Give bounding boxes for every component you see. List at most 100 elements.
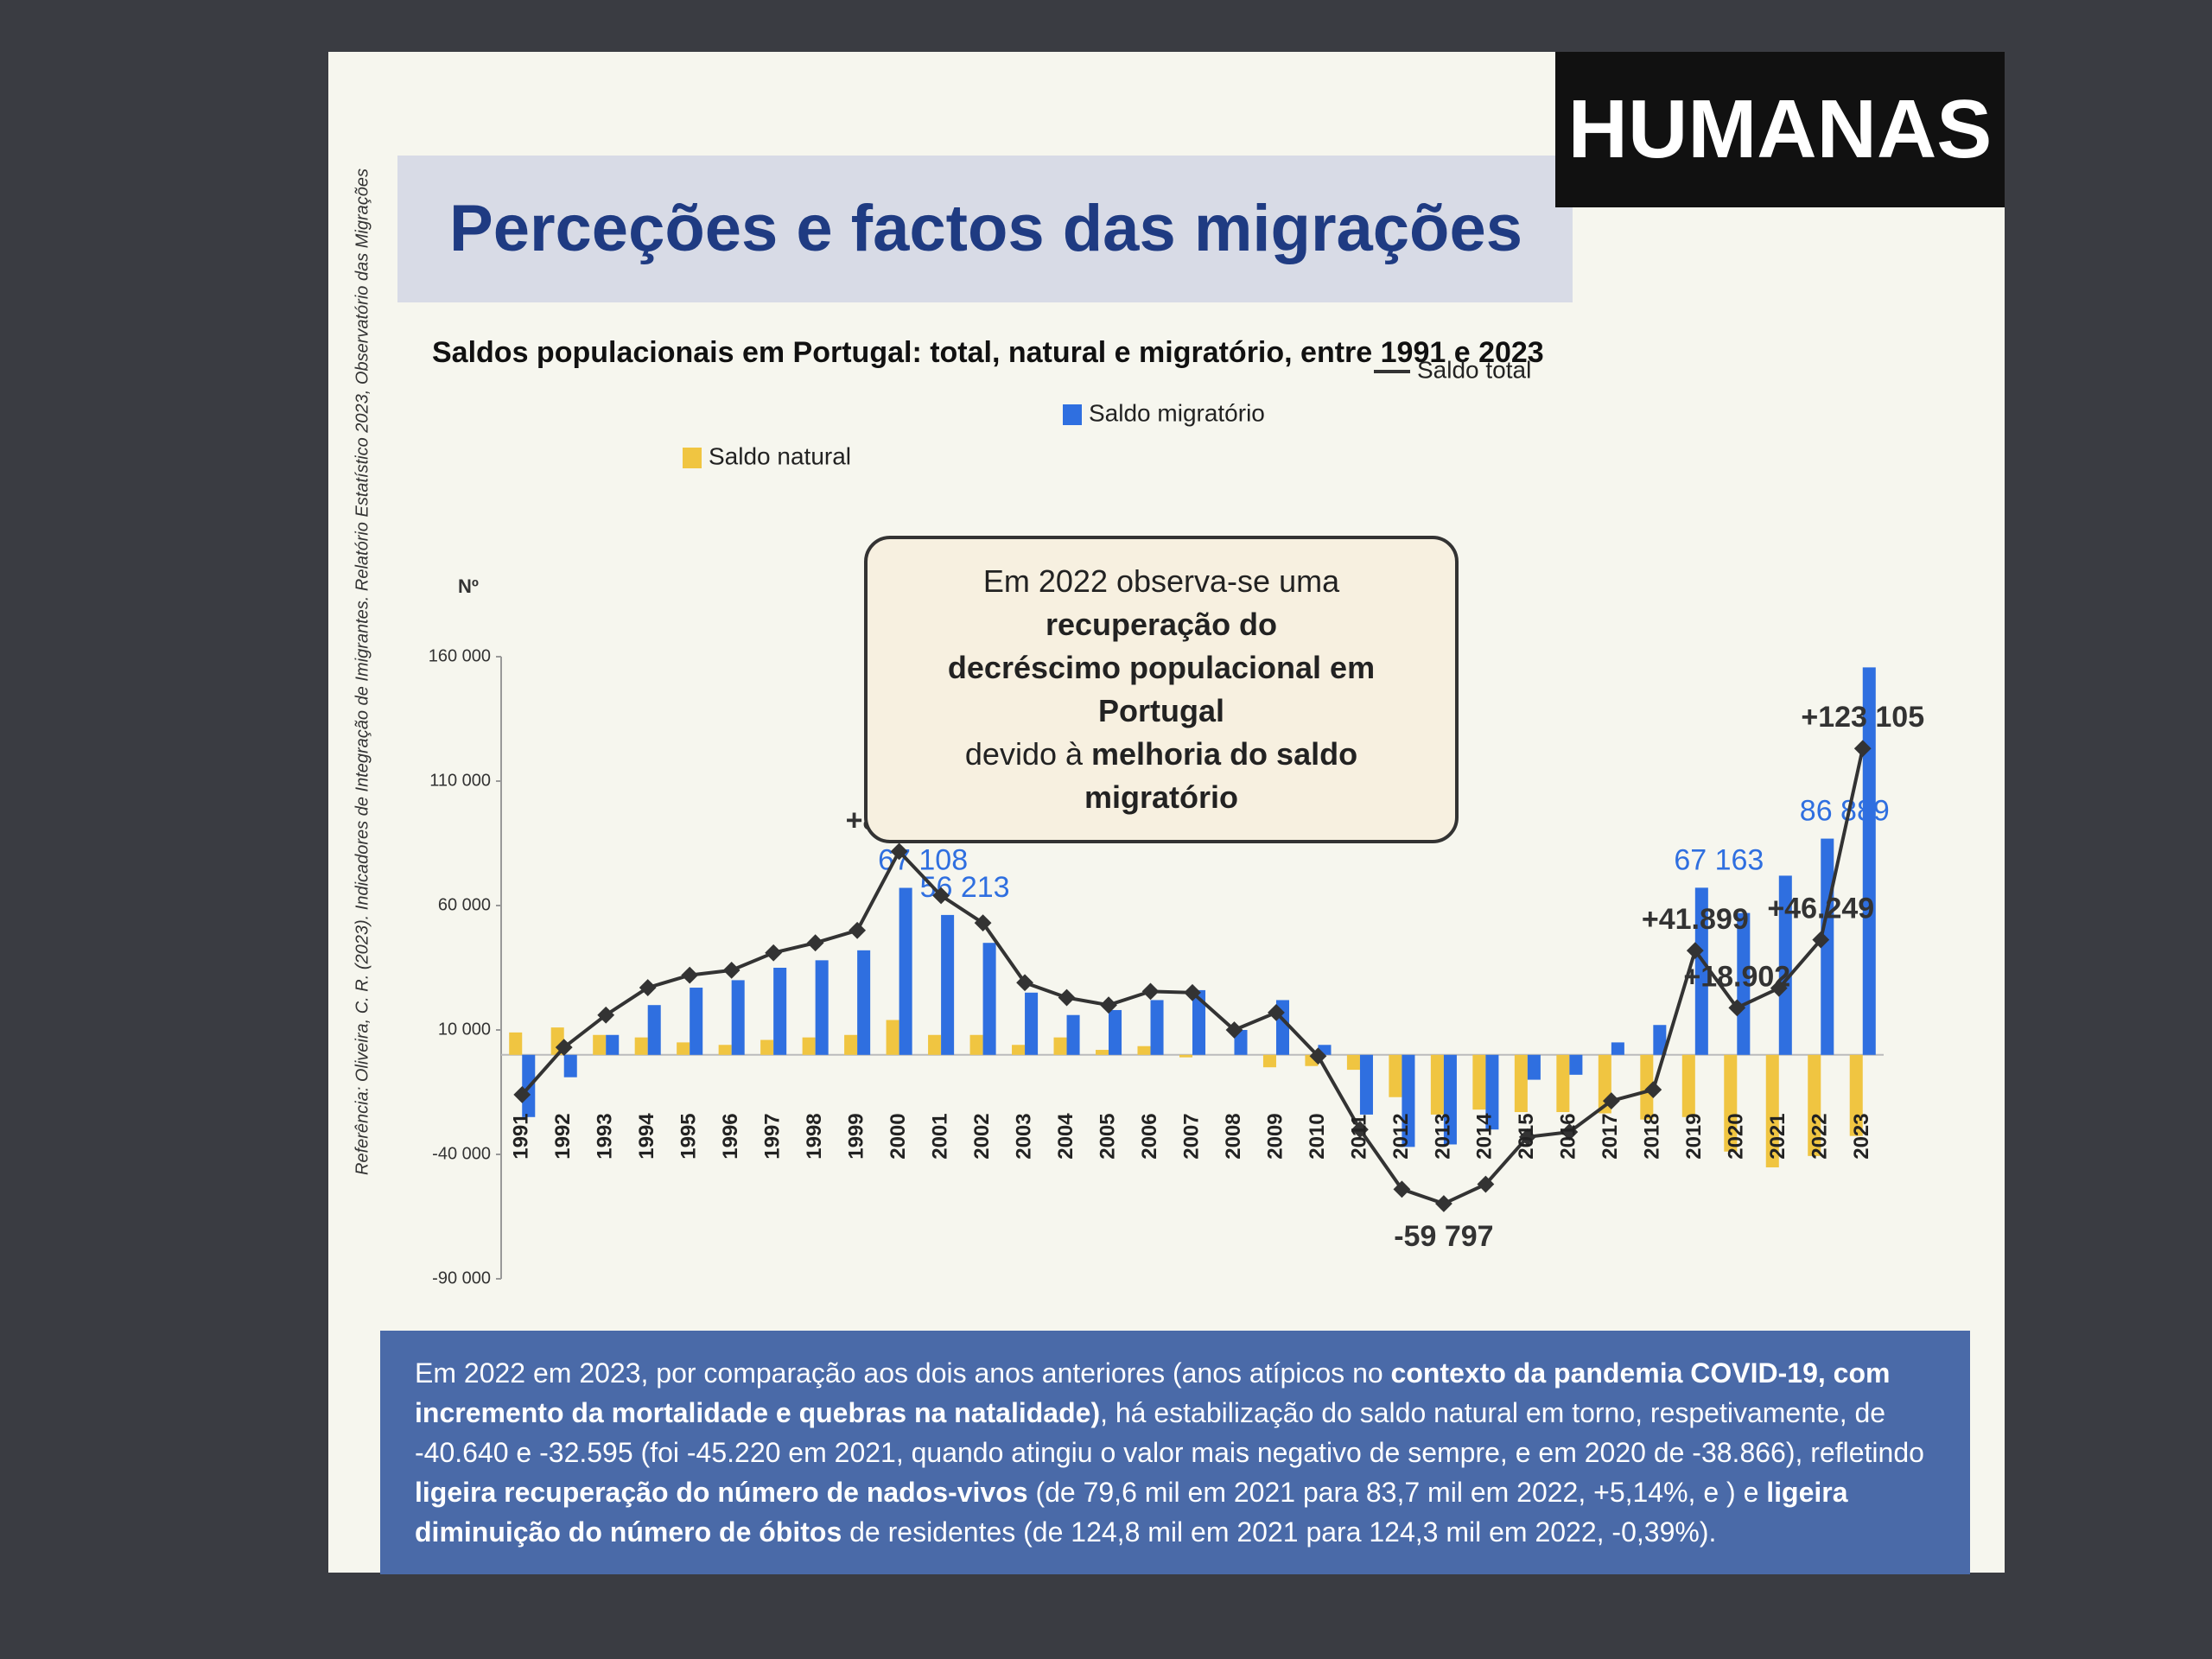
x-tick-label: 1993	[594, 1113, 617, 1159]
bar	[690, 988, 703, 1055]
bar	[1192, 989, 1206, 1055]
bar	[1681, 1054, 1695, 1117]
callout-line: decréscimo populacional em Portugal	[893, 646, 1429, 733]
bar	[1821, 838, 1834, 1055]
point	[1477, 1175, 1495, 1193]
x-tick-label: 1995	[677, 1113, 701, 1159]
x-tick-label: 2003	[1012, 1113, 1035, 1159]
x-tick-label: 2011	[1347, 1115, 1370, 1160]
x-tick-label: 2009	[1263, 1113, 1287, 1159]
bar	[1346, 1054, 1360, 1071]
point	[1184, 983, 1201, 1001]
bar	[1443, 1054, 1457, 1145]
x-tick-label: 2000	[887, 1113, 910, 1159]
text-segment: , há estabilização do saldo natural em t…	[415, 1397, 1924, 1468]
point	[1351, 1121, 1369, 1139]
y-tick-label: -40 000	[432, 1144, 491, 1163]
bar	[1234, 1030, 1248, 1055]
point	[849, 921, 867, 939]
bar	[1611, 1042, 1624, 1055]
bar	[1096, 1050, 1109, 1055]
value-label: +46.249	[1767, 893, 1874, 925]
y-tick-label: 160 000	[429, 646, 491, 665]
x-tick-label: 2008	[1222, 1113, 1245, 1159]
bar	[802, 1037, 816, 1055]
x-tick-label: 2020	[1725, 1113, 1748, 1159]
x-tick-label: 2007	[1179, 1113, 1203, 1159]
y-tick-label: -90 000	[432, 1268, 491, 1287]
point	[1100, 996, 1117, 1014]
point	[1309, 1047, 1327, 1065]
bar	[1318, 1045, 1332, 1055]
point	[597, 1006, 615, 1024]
value-label: -59 797	[1394, 1220, 1493, 1253]
x-tick-label: 1996	[719, 1113, 742, 1159]
x-tick-label: 2016	[1557, 1113, 1580, 1159]
text-segment: ligeira diminuição do número de óbitos	[415, 1477, 1848, 1548]
bar	[731, 980, 745, 1055]
bar	[563, 1054, 577, 1077]
bar	[1472, 1054, 1486, 1110]
callout: Em 2022 observa-se uma recuperação do dec…	[864, 536, 1459, 843]
x-tick-label: 2015	[1515, 1113, 1538, 1159]
bar	[606, 1034, 620, 1055]
bar	[677, 1042, 690, 1055]
bar	[1389, 1054, 1402, 1097]
y-tick-label: 110 000	[429, 771, 491, 790]
point	[1268, 1003, 1285, 1021]
text-segment: (de 79,6 mil em 2021 para 83,7 mil em 20…	[1027, 1477, 1767, 1508]
value-label: 86 889	[1800, 795, 1890, 828]
bar	[647, 1005, 661, 1055]
slide-title: Perceções e factos das migrações	[397, 156, 1573, 302]
bar	[1066, 1014, 1080, 1055]
text-segment: recuperação do	[1045, 607, 1278, 642]
point	[1435, 1195, 1452, 1212]
point	[722, 961, 741, 979]
bar	[1862, 667, 1876, 1055]
point	[1225, 1021, 1243, 1039]
bar	[899, 887, 912, 1055]
point	[974, 914, 992, 932]
x-tick-label: 2023	[1850, 1113, 1873, 1159]
note: Em 2022 em 2023, por comparação aos dois…	[380, 1331, 1970, 1574]
bar	[941, 914, 955, 1055]
text-segment: devido à	[964, 736, 1092, 772]
point	[890, 842, 908, 861]
value-label: +41.899	[1642, 903, 1749, 936]
bar	[1137, 1046, 1151, 1055]
point	[1560, 1123, 1579, 1141]
x-tick-label: 1998	[803, 1113, 826, 1159]
y-axis-label: Nº	[458, 575, 479, 597]
bar	[509, 1032, 523, 1055]
bar	[1109, 1009, 1122, 1055]
x-tick-label: 2004	[1054, 1113, 1077, 1160]
y-tick-label: 60 000	[438, 895, 491, 914]
text-segment: ligeira recuperação do número de nados-v…	[415, 1477, 1028, 1508]
legend-swatch	[683, 448, 702, 468]
x-tick-label: 1991	[510, 1113, 533, 1159]
text-segment: Em 2022 observa-se uma	[982, 563, 1340, 599]
value-label: +123 105	[1801, 701, 1924, 734]
bar	[1025, 992, 1039, 1055]
point	[1518, 1128, 1536, 1146]
bar	[982, 943, 996, 1055]
logo: HUMANAS	[1555, 52, 2005, 207]
legend-label: Saldo natural	[709, 442, 851, 469]
bar	[634, 1037, 648, 1055]
x-tick-label: 1997	[760, 1113, 784, 1159]
bar	[857, 950, 871, 1055]
bar	[1737, 912, 1751, 1055]
x-tick-label: 2005	[1096, 1113, 1119, 1159]
bar	[1694, 887, 1708, 1055]
bar	[815, 960, 829, 1055]
bar	[1849, 1054, 1863, 1136]
bar	[1778, 875, 1792, 1055]
point	[1686, 942, 1704, 960]
point	[765, 944, 783, 962]
text-segment: de residentes (de 124,8 mil em 2021 para…	[842, 1516, 1717, 1548]
x-tick-label: 1999	[844, 1113, 868, 1159]
slide: Perceções e factos das migrações HUMANAS…	[328, 52, 2005, 1574]
point	[1602, 1092, 1620, 1109]
x-tick-label: 2022	[1808, 1113, 1832, 1159]
text-segment: contexto da pandemia COVID-19, com incre…	[415, 1357, 1891, 1428]
